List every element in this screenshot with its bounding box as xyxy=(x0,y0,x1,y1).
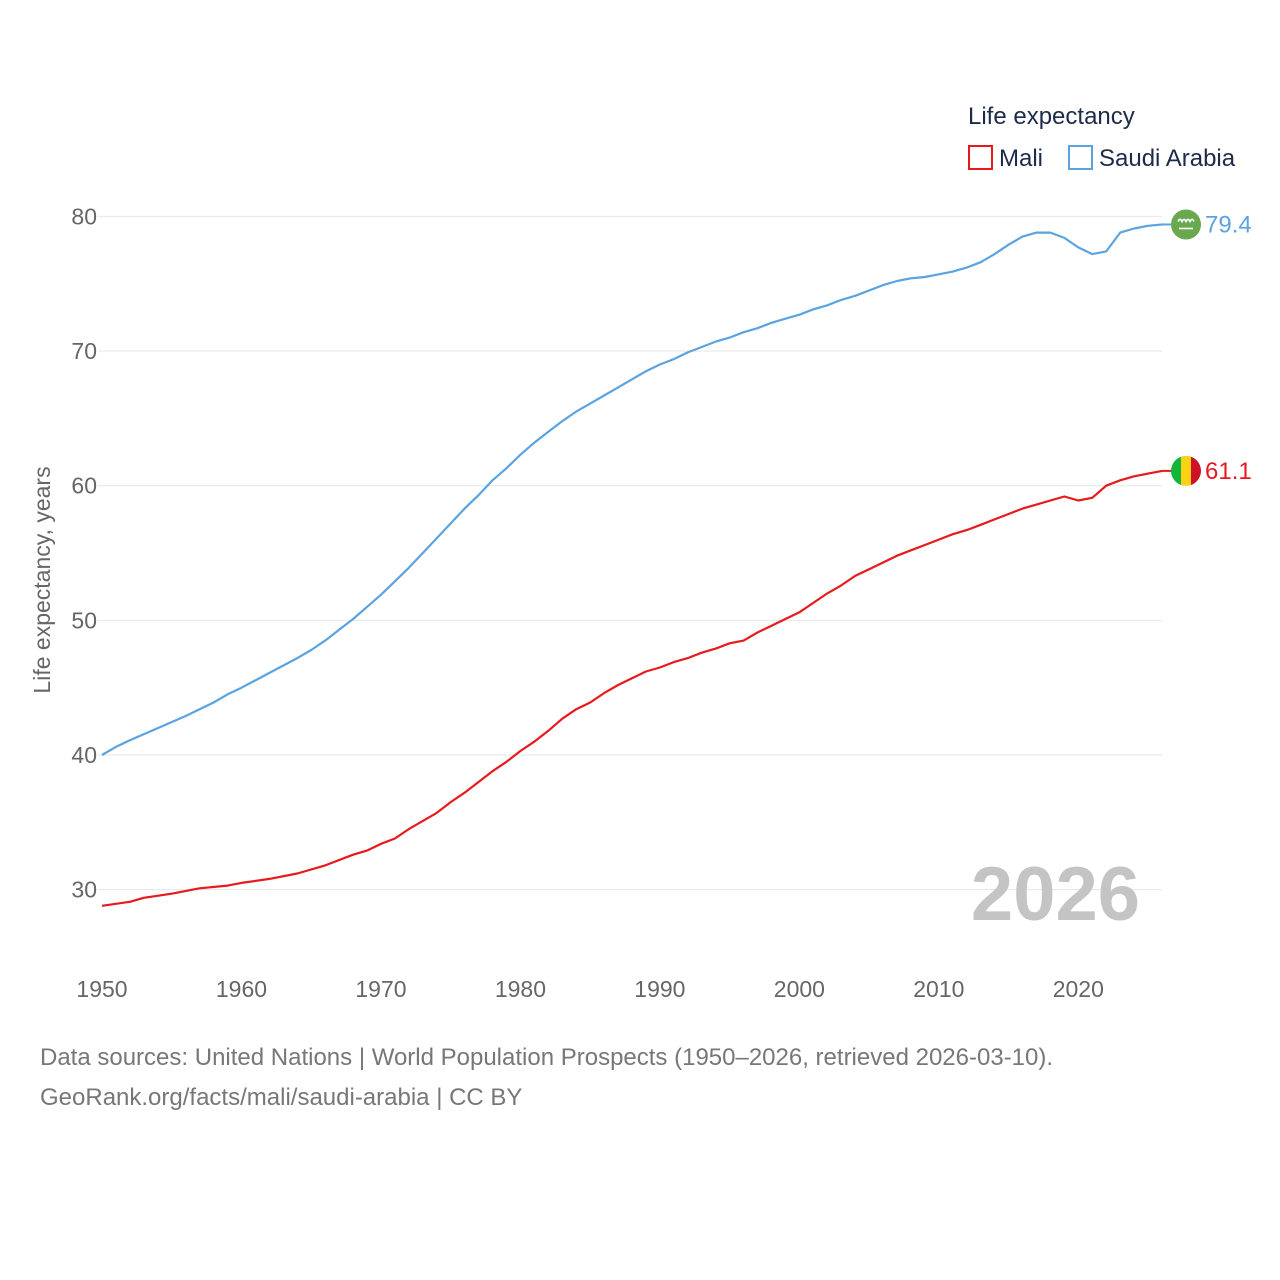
x-tick-1980: 1980 xyxy=(495,976,546,1002)
legend-item-saudi-arabia[interactable]: Saudi Arabia xyxy=(1068,145,1236,172)
year-watermark: 2026 xyxy=(971,852,1140,937)
x-tick-2020: 2020 xyxy=(1053,976,1104,1002)
y-tick-80: 80 xyxy=(71,203,97,229)
mali-flag-icon xyxy=(1171,455,1201,486)
footer-attribution: GeoRank.org/facts/mali/saudi-arabia | CC… xyxy=(40,1084,523,1111)
x-tick-1960: 1960 xyxy=(216,976,267,1002)
y-tick-50: 50 xyxy=(71,607,97,633)
x-axis-ticks: 1950 1960 1970 1980 1990 2000 2010 2020 xyxy=(76,976,1103,1002)
legend-label-saudi-arabia: Saudi Arabia xyxy=(1099,145,1236,172)
legend-label-mali: Mali xyxy=(999,145,1043,172)
x-tick-1950: 1950 xyxy=(76,976,127,1002)
x-tick-1990: 1990 xyxy=(634,976,685,1002)
footer-sources: Data sources: United Nations | World Pop… xyxy=(40,1044,1054,1071)
y-tick-60: 60 xyxy=(71,473,97,499)
x-tick-1970: 1970 xyxy=(355,976,406,1002)
legend-swatch-mali xyxy=(968,145,993,170)
series-lines xyxy=(101,223,1163,907)
gridlines xyxy=(98,215,1162,891)
end-value-saudi-arabia: 79.4 xyxy=(1205,211,1252,238)
series-line-saudi-arabia[interactable] xyxy=(101,223,1163,756)
legend: Life expectancy Mali Saudi Arabia xyxy=(968,103,1236,172)
legend-item-mali[interactable]: Mali xyxy=(968,145,1043,172)
life-expectancy-chart: 30 40 50 60 70 80 1950 1960 1970 1980 1990 2000 201… xyxy=(29,103,1252,1002)
end-value-mali: 61.1 xyxy=(1205,458,1252,485)
y-tick-70: 70 xyxy=(71,338,97,364)
x-tick-2010: 2010 xyxy=(913,976,964,1002)
y-axis-title: Life expectancy, years xyxy=(29,466,55,693)
x-tick-2000: 2000 xyxy=(774,976,825,1002)
y-tick-40: 40 xyxy=(71,742,97,768)
series-line-mali[interactable] xyxy=(101,469,1163,907)
legend-title: Life expectancy xyxy=(968,103,1135,130)
saudi-arabia-flag-icon xyxy=(1171,209,1201,240)
series-endpoints: 61.1 79.4 xyxy=(1162,209,1252,486)
y-tick-30: 30 xyxy=(71,877,97,903)
legend-swatch-saudi-arabia xyxy=(1068,145,1093,170)
y-axis-ticks: 30 40 50 60 70 80 xyxy=(71,203,97,902)
